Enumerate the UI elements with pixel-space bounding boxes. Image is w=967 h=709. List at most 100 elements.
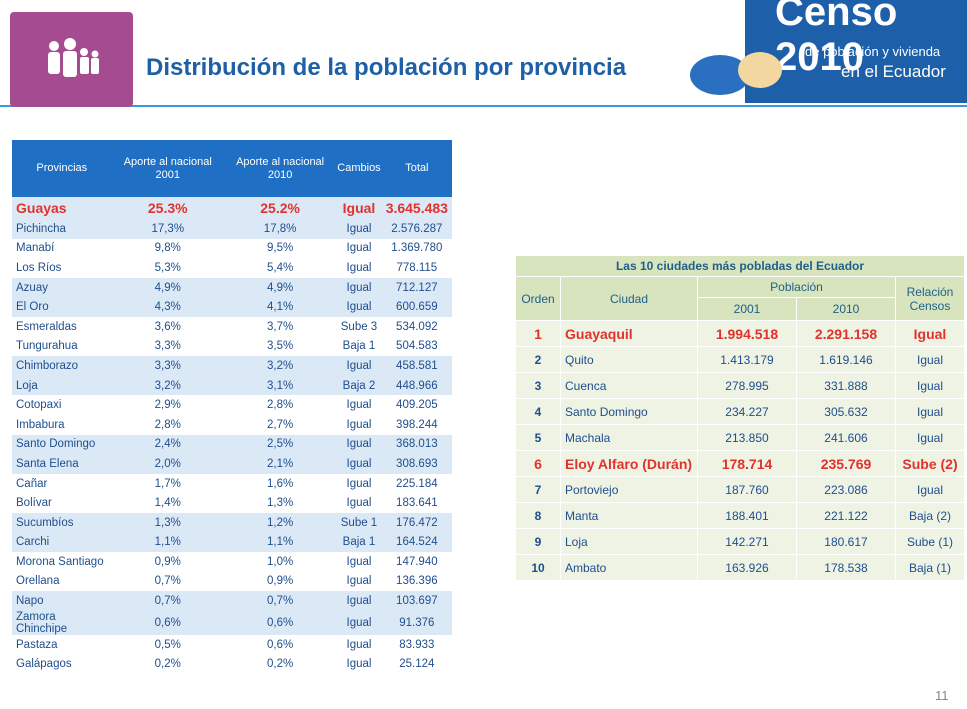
table-cell: 9,8% bbox=[112, 239, 224, 259]
table-cell: 2,0% bbox=[112, 454, 224, 474]
table-cell: 4,9% bbox=[112, 278, 224, 298]
table-cell: Santo Domingo bbox=[12, 435, 112, 455]
table-cell: 4,3% bbox=[112, 297, 224, 317]
header-cell: Cambios bbox=[336, 140, 381, 197]
table-cell: Igual bbox=[336, 493, 381, 513]
table-cell: Igual bbox=[896, 477, 965, 503]
table-cell: 3,5% bbox=[224, 337, 336, 357]
table-cell: 534.092 bbox=[382, 317, 452, 337]
table-cell: 1,4% bbox=[112, 493, 224, 513]
table-cell: Imbabura bbox=[12, 415, 112, 435]
table-cell: 0,9% bbox=[224, 572, 336, 592]
table-cell: 600.659 bbox=[382, 297, 452, 317]
table-cell: 180.617 bbox=[797, 529, 896, 555]
table-cell: 8 bbox=[516, 503, 561, 529]
table-cell: 2,4% bbox=[112, 435, 224, 455]
table-cell: 163.926 bbox=[698, 555, 797, 581]
table-cell: Santo Domingo bbox=[561, 399, 698, 425]
header-cell: Provincias bbox=[12, 140, 112, 197]
table-cell: 5,3% bbox=[112, 258, 224, 278]
table-cell: Igual bbox=[336, 297, 381, 317]
table-cell: Orellana bbox=[12, 572, 112, 592]
logo-line2: en el Ecuador bbox=[841, 62, 946, 82]
table-cell: Sucumbíos bbox=[12, 513, 112, 533]
table-cell: 178.538 bbox=[797, 555, 896, 581]
table-cell: 3,3% bbox=[112, 337, 224, 357]
table-cell: Los Ríos bbox=[12, 258, 112, 278]
header-cell: Orden bbox=[516, 277, 561, 321]
table-cell: 2.291.158 bbox=[797, 321, 896, 347]
table-cell: Igual bbox=[336, 591, 381, 611]
header-rule bbox=[0, 105, 967, 107]
table-cell: 25.124 bbox=[382, 654, 452, 674]
table-cell: 1,0% bbox=[224, 552, 336, 572]
table-cell: 1,3% bbox=[112, 513, 224, 533]
table-cell: Machala bbox=[561, 425, 698, 451]
table-row: 2Quito1.413.1791.619.146Igual bbox=[516, 347, 965, 373]
table-row: 10Ambato163.926178.538Baja (1) bbox=[516, 555, 965, 581]
table-cell: Galápagos bbox=[12, 654, 112, 674]
table-cell: 5,4% bbox=[224, 258, 336, 278]
table-cell: Portoviejo bbox=[561, 477, 698, 503]
table-cell: Chimborazo bbox=[12, 356, 112, 376]
table-cell: 308.693 bbox=[382, 454, 452, 474]
table-cell: 9 bbox=[516, 529, 561, 555]
table-cell: 0,2% bbox=[112, 654, 224, 674]
table-cell: 1.413.179 bbox=[698, 347, 797, 373]
table-row: Pichincha17,3%17,8%Igual2.576.287 bbox=[12, 219, 452, 239]
table-cell: 10 bbox=[516, 555, 561, 581]
table-row: Loja3,2%3,1%Baja 2448.966 bbox=[12, 376, 452, 396]
table-cell: 164.524 bbox=[382, 533, 452, 553]
table-cell: 0,9% bbox=[112, 552, 224, 572]
table-cell: 2 bbox=[516, 347, 561, 373]
table-cell: 398.244 bbox=[382, 415, 452, 435]
table-cell: 1,6% bbox=[224, 474, 336, 494]
table-cell: 225.184 bbox=[382, 474, 452, 494]
table-cell: 1,1% bbox=[224, 533, 336, 553]
table-cell: 2,8% bbox=[224, 395, 336, 415]
table-cell: El Oro bbox=[12, 297, 112, 317]
table-cell: Sube 1 bbox=[336, 513, 381, 533]
table-cell: 4,9% bbox=[224, 278, 336, 298]
cities-table: Las 10 ciudades más pobladas del Ecuador… bbox=[515, 255, 965, 581]
header-cell: Población bbox=[698, 277, 896, 298]
table-cell: 1,7% bbox=[112, 474, 224, 494]
table-cell: 7 bbox=[516, 477, 561, 503]
table-cell: 0,6% bbox=[112, 611, 224, 635]
table-cell: Igual bbox=[896, 321, 965, 347]
table-cell: Igual bbox=[336, 219, 381, 239]
table-cell: 221.122 bbox=[797, 503, 896, 529]
table-cell: Igual bbox=[896, 347, 965, 373]
table-cell: Bolívar bbox=[12, 493, 112, 513]
table-cell: Cotopaxi bbox=[12, 395, 112, 415]
header-cell: 2010 bbox=[797, 298, 896, 321]
table-cell: 3 bbox=[516, 373, 561, 399]
table-cell: 1.619.146 bbox=[797, 347, 896, 373]
table-cell: 1,1% bbox=[112, 533, 224, 553]
table-cell: 0,6% bbox=[224, 635, 336, 655]
table-cell: Sube 3 bbox=[336, 317, 381, 337]
table-cell: 305.632 bbox=[797, 399, 896, 425]
table-cell: Napo bbox=[12, 591, 112, 611]
table-cell: 2,8% bbox=[112, 415, 224, 435]
header-cell: Aporte al nacional 2010 bbox=[224, 140, 336, 197]
table-cell: 183.641 bbox=[382, 493, 452, 513]
table-row: Azuay4,9%4,9%Igual712.127 bbox=[12, 278, 452, 298]
header-cell: Total bbox=[382, 140, 452, 197]
provinces-table: ProvinciasAporte al nacional 2001Aporte … bbox=[12, 140, 452, 674]
